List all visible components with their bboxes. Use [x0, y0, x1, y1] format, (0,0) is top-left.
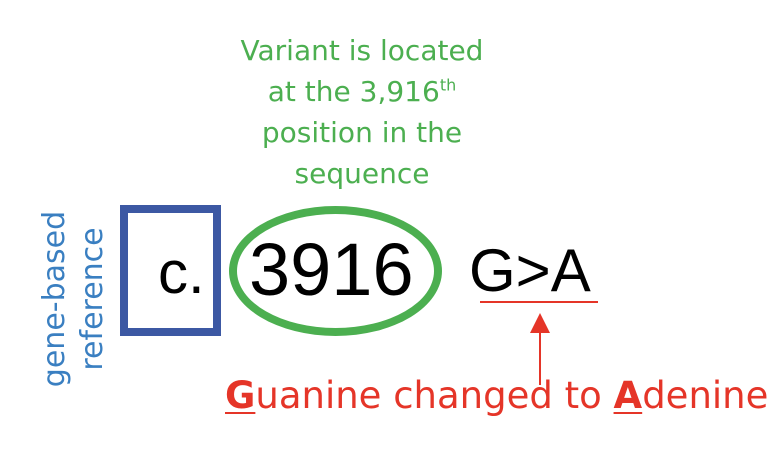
variant-position: 3916 — [249, 228, 414, 311]
reference-prefix-box — [120, 205, 221, 336]
nucleotide-change: G>A — [469, 237, 591, 304]
reference-label-line-1: gene-based — [37, 210, 72, 388]
position-ellipse — [229, 206, 442, 336]
variant-position-label: Variant is located at the 3,916th positi… — [212, 30, 512, 194]
reference-type-label: gene-based reference — [36, 189, 112, 409]
from-base-initial: G — [225, 374, 256, 417]
to-base-initial: A — [613, 374, 643, 417]
ordinal-superscript: th — [439, 75, 457, 95]
to-base-rest: denine — [642, 374, 769, 417]
reference-prefix: c. — [158, 239, 205, 306]
variant-label-line-3: position in the — [261, 116, 463, 149]
from-base-rest: uanine — [255, 374, 382, 417]
change-label-middle: changed to — [381, 374, 614, 417]
nucleotide-change-underline — [480, 301, 598, 303]
variant-label-line-1: Variant is located — [240, 34, 484, 67]
variant-label-line-4: sequence — [294, 157, 430, 190]
nucleotide-change-label: Guanine changed to Adenine — [225, 374, 770, 418]
variant-label-line-2: at the 3,916th — [212, 71, 512, 112]
variant-label-line-2-text: at the 3,916 — [267, 75, 440, 108]
up-arrow-icon — [530, 313, 550, 385]
arrow-head — [530, 313, 550, 333]
reference-label-line-2: reference — [75, 227, 110, 371]
